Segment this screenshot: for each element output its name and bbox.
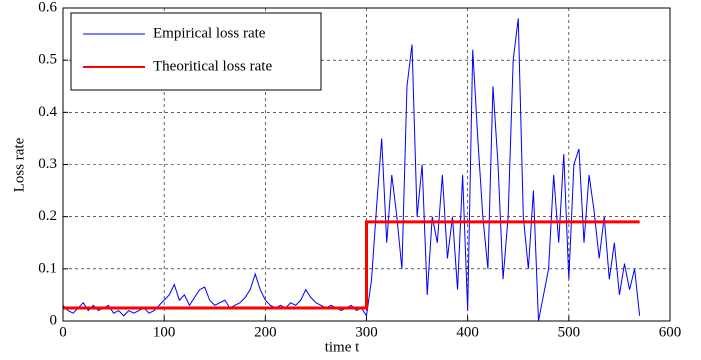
y-tick-label: 0.1 (38, 260, 57, 276)
x-tick-label: 100 (153, 324, 176, 340)
y-tick-label: 0.5 (38, 52, 57, 68)
legend-label: Theoritical loss rate (153, 58, 272, 74)
data-line (63, 220, 640, 310)
x-tick-label: 600 (659, 324, 682, 340)
y-tick-label: 0.4 (38, 104, 57, 120)
x-tick-label: 0 (59, 324, 67, 340)
y-axis-label: Loss rate (11, 137, 27, 192)
data-line (62, 18, 641, 322)
y-tick-label: 0.3 (38, 156, 57, 172)
x-tick-label: 300 (355, 324, 378, 340)
y-tick-label: 0.6 (38, 0, 57, 15)
x-tick-label: 200 (254, 324, 277, 340)
x-tick-label: 400 (456, 324, 479, 340)
y-tick-label: 0 (50, 312, 58, 328)
x-tick-label: 500 (558, 324, 581, 340)
x-axis-label: time t (325, 339, 360, 355)
y-tick-label: 0.2 (38, 208, 57, 224)
plot-frame (62, 7, 671, 322)
legend-box (70, 12, 322, 91)
legend-label: Empirical loss rate (153, 25, 266, 41)
